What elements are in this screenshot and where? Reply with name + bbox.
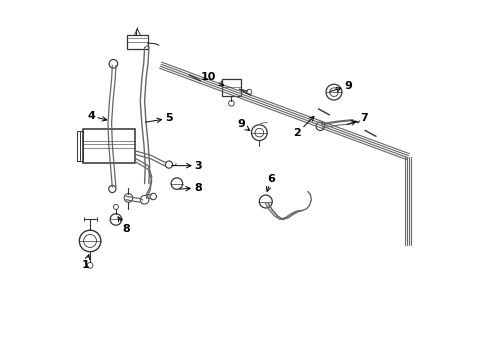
Text: 2: 2 — [293, 116, 314, 138]
Bar — [77, 131, 83, 161]
Text: 3: 3 — [172, 161, 202, 171]
Bar — [221, 78, 241, 96]
Bar — [83, 129, 135, 163]
Text: 6: 6 — [267, 174, 275, 192]
Bar — [126, 35, 148, 49]
Text: 9: 9 — [237, 120, 250, 130]
Text: 7: 7 — [347, 113, 368, 125]
Text: 9: 9 — [330, 81, 353, 92]
Text: 4: 4 — [87, 111, 107, 121]
Text: 5: 5 — [146, 113, 173, 123]
Text: 10: 10 — [201, 72, 224, 86]
Text: 8: 8 — [118, 217, 130, 234]
Text: 8: 8 — [180, 183, 202, 193]
Text: 1: 1 — [81, 255, 90, 270]
